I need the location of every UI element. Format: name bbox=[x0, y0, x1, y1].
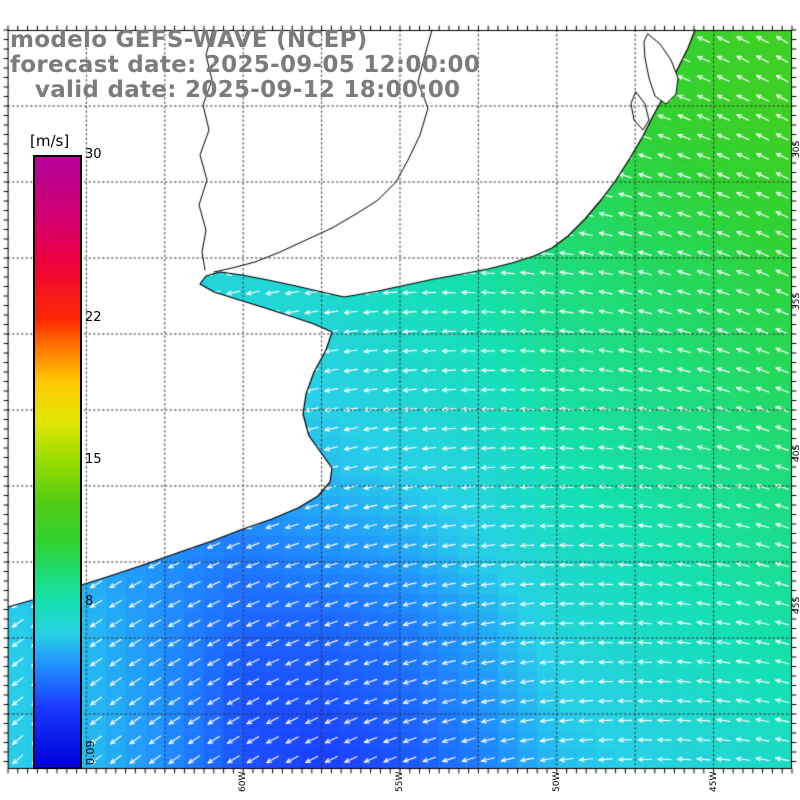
colorbar-tick-label: 8 bbox=[85, 594, 94, 610]
longitude-axis-label: 55W bbox=[395, 771, 405, 792]
valid-date-line: valid date: 2025-09-12 18:00:00 bbox=[10, 77, 461, 103]
latitude-axis-label: 35S bbox=[792, 292, 800, 310]
colorbar-min-label: 0.09 bbox=[84, 740, 97, 766]
longitude-axis-label: 45W bbox=[709, 771, 719, 792]
colorbar-tick-label: 22 bbox=[85, 309, 102, 325]
latitude-axis-label: 40S bbox=[792, 444, 800, 462]
longitude-axis-label: 50W bbox=[552, 771, 562, 792]
colorbar bbox=[33, 155, 82, 769]
latitude-axis-label: 45S bbox=[792, 596, 800, 614]
colorbar-tick-label: 15 bbox=[85, 452, 102, 467]
model-title: modelo GEFS-WAVE (NCEP) bbox=[10, 27, 368, 53]
longitude-axis-label: 60W bbox=[238, 771, 248, 792]
colorbar-unit-label: [m/s] bbox=[30, 132, 70, 150]
latitude-axis-label: 30S bbox=[792, 140, 800, 158]
colorbar-tick-label: 30 bbox=[85, 147, 102, 162]
forecast-date-line: forecast date: 2025-09-05 12:00:00 bbox=[10, 52, 481, 78]
